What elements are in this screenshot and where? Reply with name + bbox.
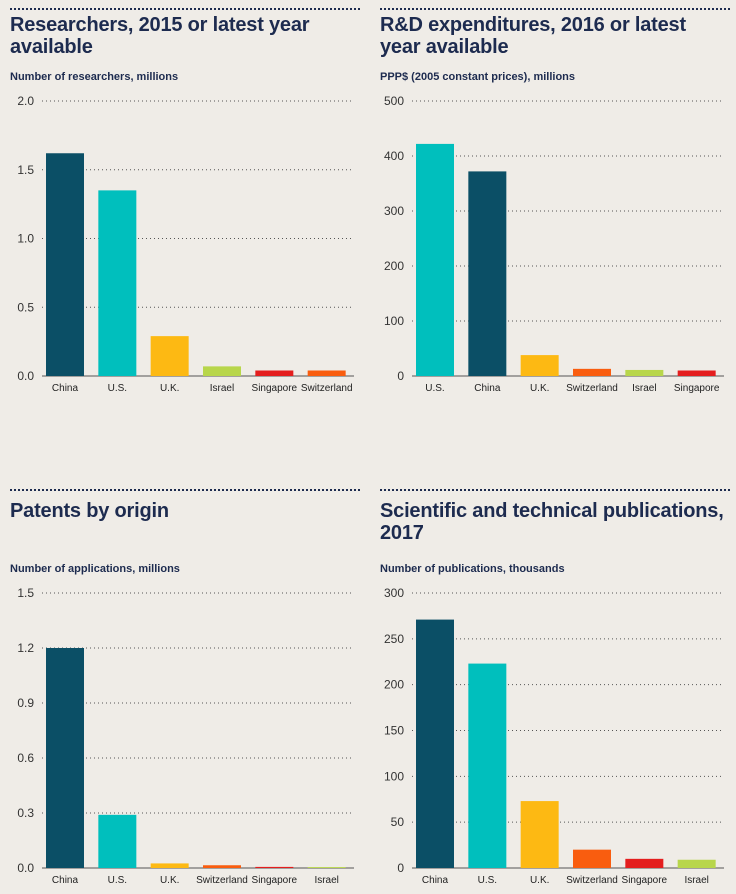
- y-tick-label: 300: [384, 204, 404, 218]
- x-tick-label: U.S.: [108, 383, 127, 394]
- chart-title: R&D expenditures, 2016 or latest year av…: [380, 14, 686, 58]
- y-tick-label: 500: [384, 94, 404, 108]
- chart-subtitle: Number of researchers, millions: [10, 71, 179, 83]
- patents-panel: Patents by origin Number of applications…: [10, 489, 360, 889]
- y-tick-label: 400: [384, 149, 404, 163]
- bar-switzerland: [203, 865, 241, 868]
- x-tick-label: China: [422, 875, 449, 886]
- bar-israel: [307, 867, 346, 868]
- x-tick-label: U.S.: [425, 383, 444, 394]
- y-tick-label: 1.5: [17, 163, 34, 177]
- bar-israel: [625, 369, 664, 376]
- y-tick-label: 0.9: [17, 696, 34, 710]
- x-tick-label: U.S.: [478, 875, 497, 886]
- x-tick-label: Switzerland: [566, 875, 618, 886]
- panel-divider: [380, 489, 730, 491]
- x-tick-label: Singapore: [674, 383, 720, 394]
- rd-expenditures-panel: R&D expenditures, 2016 or latest year av…: [380, 8, 730, 408]
- bar-singapore: [255, 866, 294, 868]
- panel-divider: [10, 489, 360, 491]
- bar-switzerland: [307, 370, 346, 376]
- y-tick-label: 2.0: [17, 94, 34, 108]
- publications-chart: 0 50 100 150 200 250 300 China U.S. U.K. Switzerla…: [384, 586, 724, 886]
- bar-singapore: [255, 370, 294, 376]
- y-tick-label: 0.3: [17, 806, 34, 820]
- x-tick-label: Israel: [684, 875, 708, 886]
- bar-israel: [203, 366, 241, 376]
- x-tick-label: Israel: [210, 383, 234, 394]
- bar-switzerland: [573, 368, 611, 376]
- bar-china: [468, 171, 507, 376]
- bar-uk: [520, 801, 559, 868]
- y-tick-label: 0: [397, 861, 404, 875]
- bar-china: [46, 153, 84, 376]
- bar-china: [416, 619, 454, 868]
- x-tick-label: Singapore: [252, 383, 298, 394]
- y-tick-label: 0.5: [17, 300, 34, 314]
- x-tick-label: China: [52, 383, 79, 394]
- y-tick-label: 1.0: [17, 232, 34, 246]
- researchers-panel: Researchers, 2015 or latest year availab…: [10, 8, 360, 408]
- chart-title: Scientific and technical publications, 2…: [380, 500, 724, 544]
- bar-singapore: [625, 858, 664, 868]
- panel-divider: [380, 8, 730, 10]
- x-tick-label: Switzerland: [301, 383, 353, 394]
- x-tick-label: Switzerland: [196, 875, 248, 886]
- bar-uk: [150, 336, 189, 376]
- bar-israel: [677, 859, 716, 868]
- publications-panel: Scientific and technical publications, 2…: [380, 489, 730, 889]
- y-tick-label: 0.0: [17, 369, 34, 383]
- x-tick-label: Singapore: [252, 875, 298, 886]
- x-tick-label: China: [52, 875, 79, 886]
- y-tick-label: 100: [384, 769, 404, 783]
- y-tick-label: 1.5: [17, 586, 34, 600]
- y-tick-label: 0.6: [17, 751, 34, 765]
- patents-chart: 0.0 0.3 0.6 0.9 1.2 1.5 China U.S. U.K. Switzerla…: [17, 586, 354, 886]
- bar-china: [46, 648, 84, 868]
- y-tick-label: 1.2: [17, 641, 34, 655]
- chart-subtitle: Number of publications, thousands: [380, 563, 565, 575]
- chart-subtitle: PPP$ (2005 constant prices), millions: [380, 71, 576, 83]
- bar-us: [416, 143, 454, 376]
- bar-us: [98, 814, 137, 868]
- x-tick-label: China: [474, 383, 501, 394]
- y-tick-label: 50: [391, 815, 405, 829]
- chart-title: Researchers, 2015 or latest year availab…: [10, 14, 310, 58]
- y-tick-label: 200: [384, 678, 404, 692]
- x-tick-label: Switzerland: [566, 383, 618, 394]
- bar-singapore: [677, 370, 716, 376]
- x-tick-label: Israel: [314, 875, 338, 886]
- y-tick-label: 200: [384, 259, 404, 273]
- y-tick-label: 250: [384, 632, 404, 646]
- bar-uk: [520, 355, 559, 376]
- bar-us: [98, 190, 137, 376]
- bar-switzerland: [573, 849, 611, 868]
- bar-us: [468, 663, 507, 868]
- chart-subtitle: Number of applications, millions: [10, 563, 180, 575]
- x-tick-label: U.K.: [530, 383, 549, 394]
- y-tick-label: 150: [384, 724, 404, 738]
- chart-title: Patents by origin: [10, 500, 169, 522]
- bar-uk: [150, 863, 189, 868]
- x-tick-label: U.S.: [108, 875, 127, 886]
- x-tick-label: U.K.: [160, 875, 179, 886]
- researchers-chart: 0.0 0.5 1.0 1.5 2.0 China U.S. U.K. Israel Singap…: [17, 94, 354, 394]
- y-tick-label: 100: [384, 314, 404, 328]
- x-tick-label: U.K.: [530, 875, 549, 886]
- y-tick-label: 0: [397, 369, 404, 383]
- x-tick-label: Singapore: [622, 875, 668, 886]
- x-tick-label: Israel: [632, 383, 656, 394]
- y-tick-label: 0.0: [17, 861, 34, 875]
- panel-divider: [10, 8, 360, 10]
- x-tick-label: U.K.: [160, 383, 179, 394]
- y-tick-label: 300: [384, 586, 404, 600]
- rd-expenditures-chart: 0 100 200 300 400 500 U.S. China U.K. Switzerland…: [384, 94, 724, 394]
